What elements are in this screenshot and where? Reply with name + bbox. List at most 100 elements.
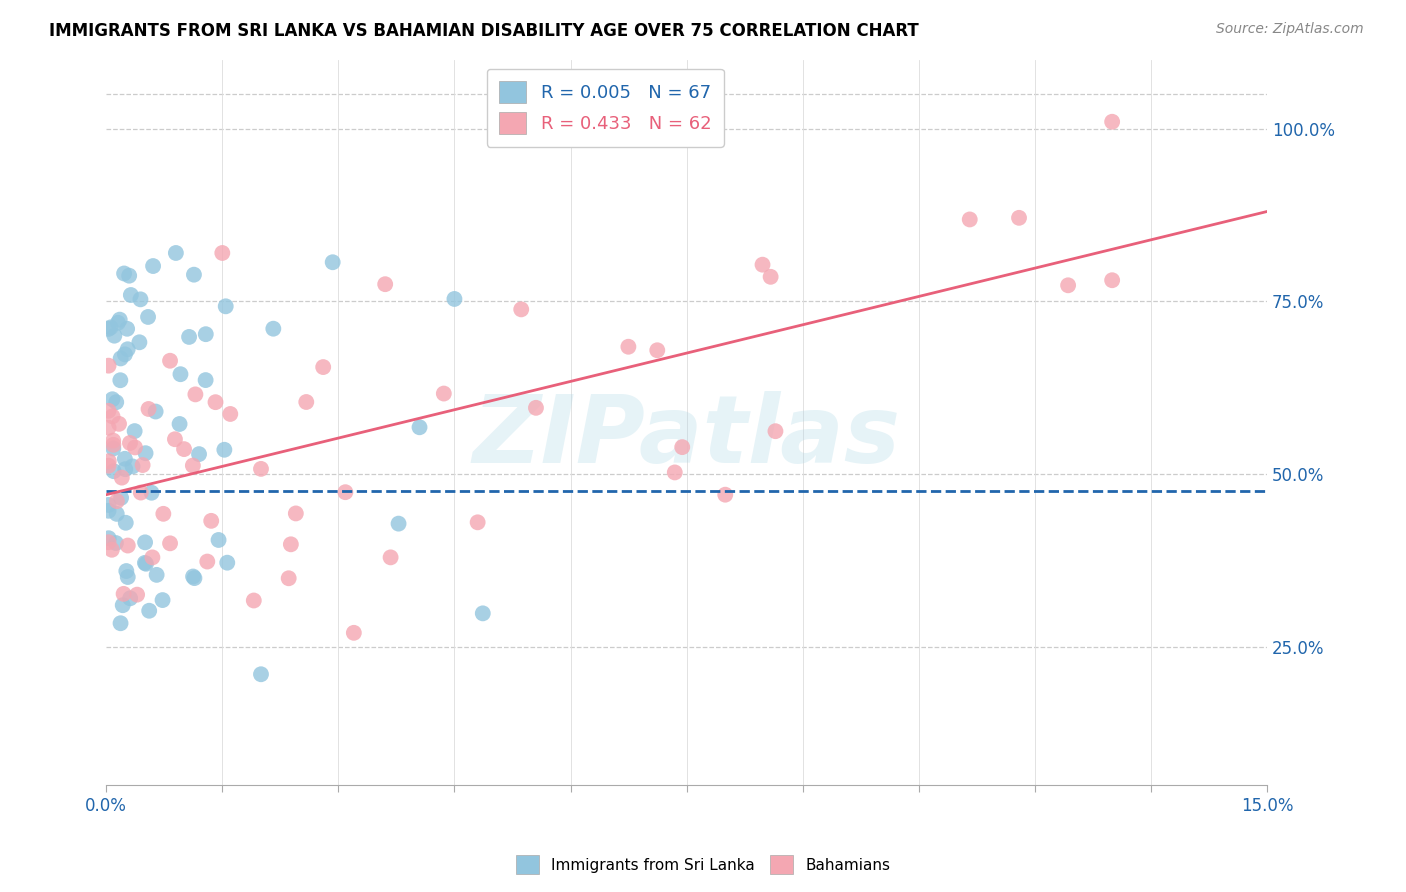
Point: [97, 531, 120, 545]
Point: [101, 542, 124, 557]
Point: [211, 246, 233, 260]
Point: [664, 466, 686, 480]
Point: [177, 330, 200, 344]
Point: [1101, 114, 1123, 128]
Point: [183, 268, 205, 282]
Point: [127, 588, 149, 602]
Point: [194, 327, 217, 342]
Point: [124, 441, 146, 455]
Point: [117, 343, 139, 357]
Point: [115, 564, 138, 578]
Point: [136, 310, 159, 324]
Point: [118, 268, 141, 283]
Point: [433, 386, 456, 401]
Point: [195, 555, 218, 569]
Point: [110, 351, 132, 366]
Point: [467, 516, 489, 530]
Point: [145, 567, 167, 582]
Point: [714, 488, 737, 502]
Point: [645, 343, 668, 358]
Point: [134, 535, 156, 549]
Point: [152, 593, 174, 607]
Point: [111, 598, 134, 612]
Point: [120, 591, 142, 606]
Point: [114, 347, 136, 361]
Point: [343, 625, 366, 640]
Point: [110, 491, 132, 505]
Point: [145, 404, 167, 418]
Point: [111, 470, 134, 484]
Point: [159, 536, 181, 550]
Point: [97, 404, 120, 418]
Point: [152, 507, 174, 521]
Point: [250, 667, 273, 681]
Point: [141, 550, 163, 565]
Point: [134, 556, 156, 570]
Point: [617, 340, 640, 354]
Point: [112, 267, 135, 281]
Point: [219, 407, 242, 421]
Point: [471, 607, 494, 621]
Point: [250, 462, 273, 476]
Point: [129, 293, 152, 307]
Point: [671, 440, 693, 454]
Point: [114, 451, 136, 466]
Point: [114, 516, 136, 530]
Point: [108, 417, 131, 431]
Point: [129, 485, 152, 500]
Point: [184, 387, 207, 401]
Point: [97, 498, 120, 512]
Point: [262, 321, 284, 335]
Point: [118, 436, 141, 450]
Point: [181, 458, 204, 473]
Point: [97, 359, 120, 373]
Point: [97, 535, 120, 549]
Point: [101, 409, 124, 424]
Point: [163, 432, 186, 446]
Point: [141, 485, 163, 500]
Point: [100, 320, 122, 334]
Point: [103, 438, 125, 452]
Point: [105, 494, 128, 508]
Point: [284, 507, 307, 521]
Legend: R = 0.005   N = 67, R = 0.433   N = 62: R = 0.005 N = 67, R = 0.433 N = 62: [486, 69, 724, 147]
Point: [117, 539, 139, 553]
Point: [110, 373, 132, 387]
Point: [1057, 278, 1080, 293]
Point: [214, 442, 236, 457]
Point: [103, 464, 125, 478]
Point: [97, 421, 120, 435]
Point: [280, 537, 302, 551]
Point: [110, 616, 132, 631]
Point: [135, 557, 157, 571]
Point: [181, 569, 204, 583]
Point: [124, 424, 146, 438]
Point: [103, 328, 125, 343]
Point: [97, 322, 120, 336]
Point: [117, 570, 139, 584]
Point: [387, 516, 409, 531]
Point: [524, 401, 547, 415]
Point: [114, 462, 136, 476]
Point: [443, 292, 465, 306]
Point: [97, 504, 120, 518]
Point: [97, 454, 120, 468]
Point: [408, 420, 430, 434]
Point: [751, 258, 773, 272]
Point: [169, 368, 191, 382]
Point: [169, 417, 191, 431]
Point: [295, 395, 318, 409]
Text: ZIPatlas: ZIPatlas: [472, 391, 901, 483]
Point: [215, 299, 238, 313]
Point: [103, 434, 125, 448]
Point: [107, 316, 129, 330]
Point: [759, 269, 782, 284]
Point: [120, 288, 142, 302]
Point: [112, 587, 135, 601]
Point: [207, 533, 229, 547]
Point: [97, 458, 120, 473]
Point: [312, 360, 335, 375]
Point: [165, 246, 187, 260]
Point: [1101, 273, 1123, 287]
Point: [104, 536, 127, 550]
